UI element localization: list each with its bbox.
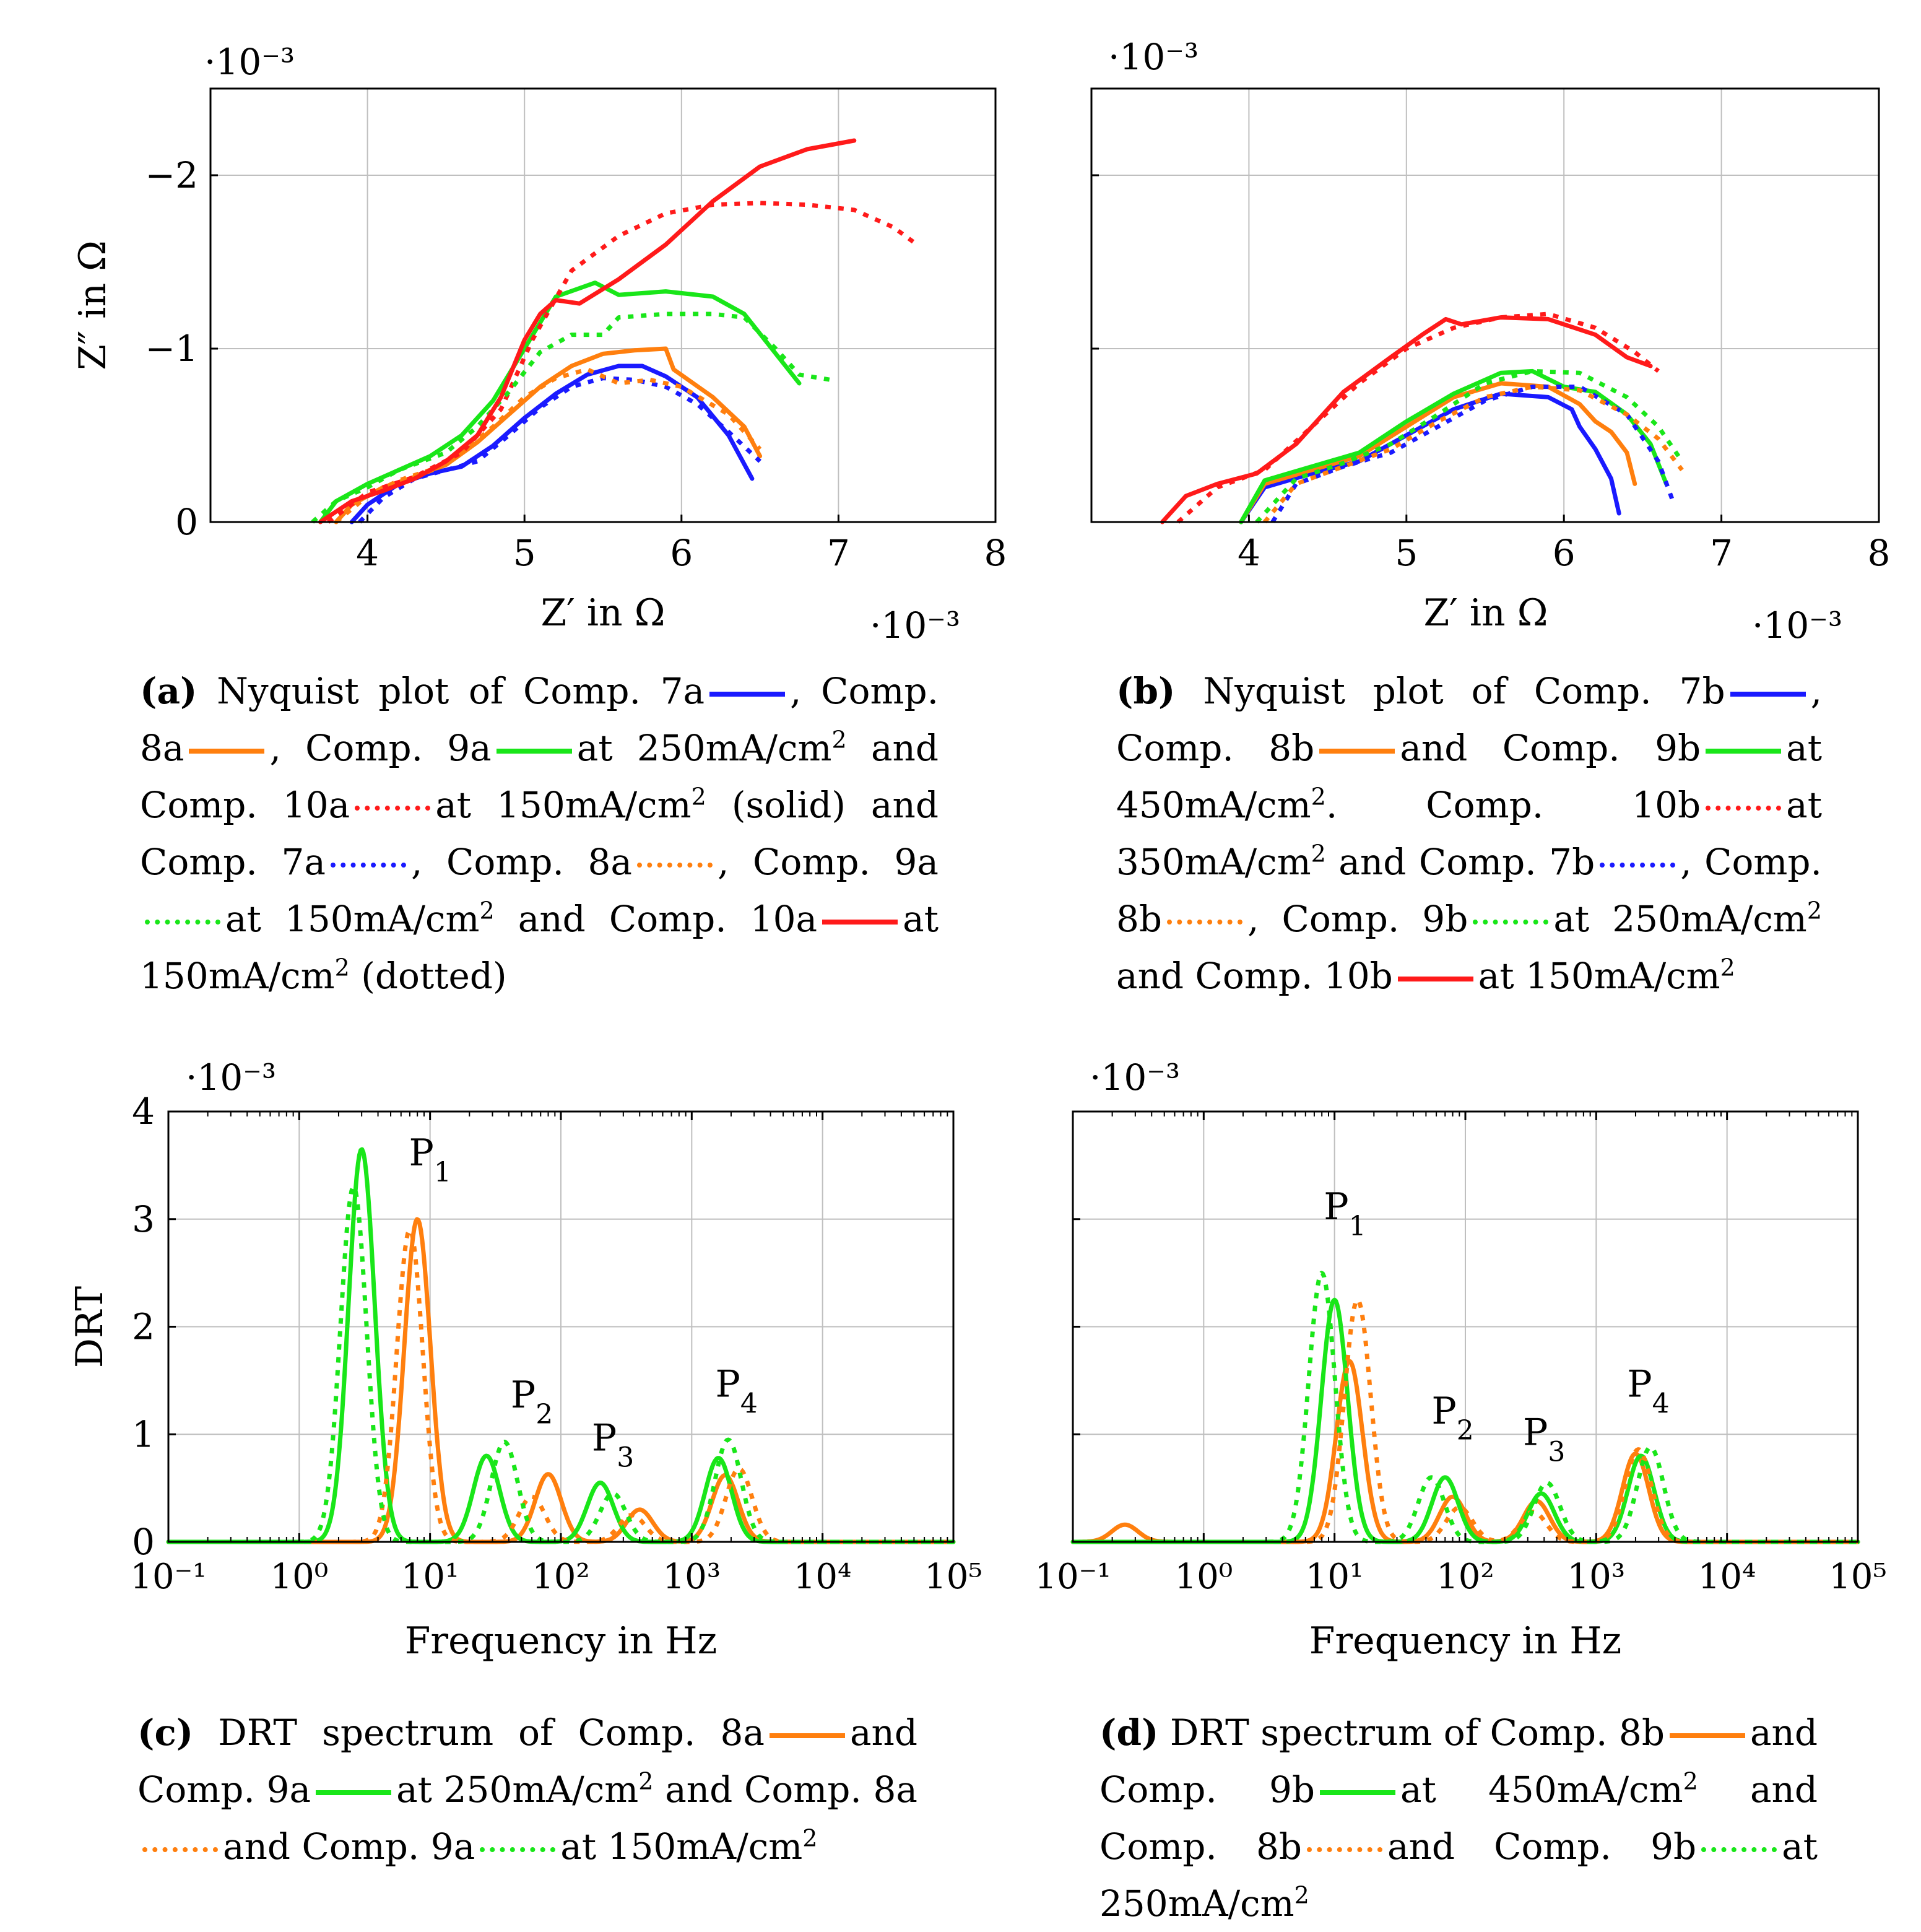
x-tick-label: 4 (356, 532, 379, 574)
y-tick-label: −2 (145, 154, 199, 196)
legend-swatch (189, 748, 265, 754)
x-tick-label: 10⁰ (1174, 1557, 1233, 1597)
legend-swatch (769, 1733, 845, 1738)
series-line-comp-9a-dotted (311, 311, 831, 524)
y-tick-label: 4 (132, 1090, 155, 1133)
caption-d: (d) DRT spectrum of Comp. 8b and Comp. 9b… (1099, 1712, 1818, 1925)
peak-label-p2: P2 (1431, 1390, 1473, 1447)
legend-swatch (1320, 1790, 1396, 1795)
x-tick-label: 10³ (1567, 1557, 1625, 1597)
peak-label-p4: P4 (716, 1362, 758, 1419)
x-tick-label: 8 (1868, 532, 1891, 574)
legend-swatch (1600, 862, 1676, 868)
caption-b: (b) Nyquist plot of Comp. 7b, Comp. 8b an… (1116, 670, 1823, 997)
y-tick-label: 2 (132, 1306, 155, 1348)
legend-swatch (355, 805, 431, 811)
y-tick-label: −1 (145, 328, 199, 370)
x-tick-label: 10⁻¹ (130, 1557, 206, 1597)
series-line-comp-9b-solid (1239, 368, 1669, 524)
x-tick-label: 7 (827, 532, 850, 574)
x-axis-label: Frequency in Hz (405, 1619, 717, 1663)
y-tick-label: 0 (132, 1521, 155, 1563)
series-line-comp-9b-dotted (1255, 368, 1684, 524)
plot-frame (1090, 87, 1880, 523)
peak-label-p3: P3 (1523, 1411, 1565, 1468)
peak-label-p4: P4 (1627, 1362, 1669, 1419)
x-axis-label: Z′ in Ω (540, 591, 665, 635)
y-multiplier: ·10⁻³ (204, 41, 295, 83)
series-line-comp-10a-solid (318, 138, 857, 524)
x-tick-label: 10⁴ (1698, 1557, 1756, 1597)
series-line-comp-7a-solid (349, 363, 755, 524)
x-tick-label: 10¹ (1306, 1557, 1364, 1597)
caption-c: (c) DRT spectrum of Comp. 8a and Comp. 9a… (137, 1712, 918, 1868)
x-tick-label: 10⁴ (794, 1557, 852, 1597)
x-tick-label: 7 (1710, 532, 1733, 574)
legend-swatch (1730, 691, 1806, 697)
legend-swatch (1669, 1733, 1745, 1738)
x-tick-label: 4 (1238, 532, 1260, 574)
y-multiplier: ·10⁻³ (1090, 1056, 1180, 1099)
x-tick-label: 6 (1553, 532, 1576, 574)
legend-swatch (480, 1847, 556, 1852)
series-line-comp-8b-solid (1239, 381, 1637, 524)
legend-swatch (1706, 748, 1782, 754)
x-tick-label: 10⁻¹ (1034, 1557, 1111, 1597)
legend-swatch (636, 862, 713, 868)
y-multiplier: ·10⁻³ (186, 1056, 276, 1099)
legend-swatch (330, 862, 406, 868)
x-axis-label: Frequency in Hz (1309, 1619, 1621, 1663)
x-tick-label: 10¹ (401, 1557, 459, 1597)
legend-swatch (822, 919, 898, 925)
peak-label-p3: P3 (592, 1416, 634, 1473)
x-tick-label: 8 (984, 532, 1007, 574)
series-line-comp-10b-solid (1160, 315, 1653, 524)
legend-swatch (1701, 1847, 1777, 1852)
x-multiplier: ·10⁻³ (870, 604, 960, 646)
x-tick-label: 10³ (662, 1557, 721, 1597)
nyquist-plot-b: 4 5 6 7 8 ·10⁻³ ·10⁻³ Z′ in Ω (1090, 36, 1891, 646)
series-line-comp-8a-solid (334, 346, 763, 524)
x-tick-label: 10⁰ (270, 1557, 328, 1597)
x-axis-label: Z′ in Ω (1423, 591, 1548, 635)
x-tick-label: 5 (1395, 532, 1418, 574)
x-tick-label: 6 (670, 532, 693, 574)
x-tick-label: 10² (532, 1557, 590, 1597)
legend-swatch (1706, 805, 1782, 811)
legend-swatch (1473, 919, 1549, 925)
drt-plot-d: 10⁻¹ 10⁰ 10¹ 10² 10³ 10⁴ 10⁵ P1 P2 P3 P4 ·10⁻³ Fr… (1034, 1056, 1886, 1663)
peak-label-p1: P1 (1324, 1185, 1366, 1242)
plot-frame (209, 87, 997, 523)
peak-label-p1: P1 (409, 1131, 451, 1188)
series-line-comp-8b-dotted (1263, 385, 1684, 524)
series-line-comp-10a-dotted (327, 201, 919, 524)
legend-swatch (1397, 976, 1473, 981)
y-axis-label: Z″ in Ω (71, 240, 115, 370)
y-multiplier: ·10⁻³ (1108, 36, 1199, 78)
legend-swatch (316, 1790, 392, 1795)
x-tick-label: 5 (513, 532, 536, 574)
legend-swatch (709, 691, 786, 697)
legend-swatch (1167, 919, 1243, 925)
legend-swatch (1306, 1847, 1382, 1852)
x-tick-label: 10² (1436, 1557, 1494, 1597)
drt-plot-c: 10⁻¹ 10⁰ 10¹ 10² 10³ 10⁴ 10⁵ 0 1 2 3 4 P1 P2 P3 P4 ·10… (68, 1056, 982, 1663)
legend-swatch (142, 1847, 218, 1852)
y-tick-label: 1 (132, 1413, 155, 1455)
legend-swatch (1319, 748, 1395, 754)
y-axis-label: DRT (68, 1286, 111, 1368)
series-line-comp-7a-dotted (358, 376, 761, 524)
x-tick-label: 10⁵ (924, 1557, 982, 1597)
x-tick-label: 10⁵ (1829, 1557, 1887, 1597)
nyquist-plot-a: 4 5 6 7 8 0 −1 −2 ·10⁻³ ·10⁻³ Z′ in Ω Z″ in Ω (71, 41, 1007, 646)
y-tick-label: 0 (175, 501, 198, 543)
legend-swatch (496, 748, 572, 754)
peak-label-p2: P2 (511, 1373, 553, 1430)
y-tick-label: 3 (132, 1198, 155, 1240)
series-line-comp-8a-dotted (334, 367, 762, 524)
legend-swatch (145, 919, 220, 925)
caption-a: (a) Nyquist plot of Comp. 7a, Comp. 8a, … (140, 670, 939, 997)
x-multiplier: ·10⁻³ (1752, 604, 1842, 646)
